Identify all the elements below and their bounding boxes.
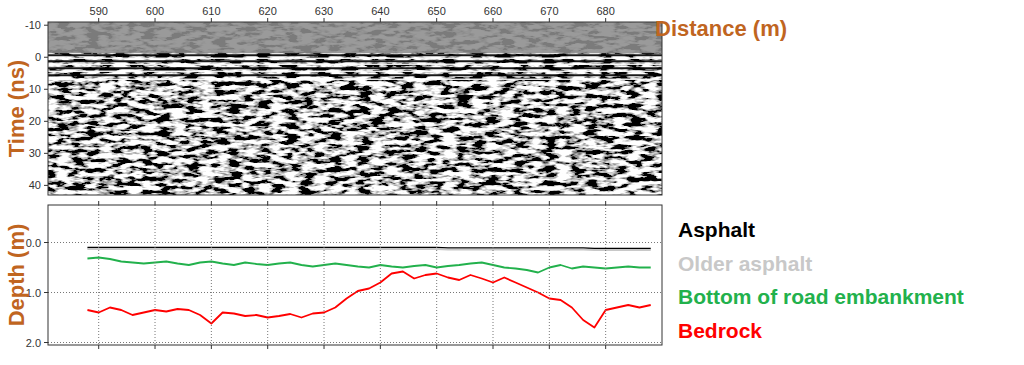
tick-x bbox=[493, 18, 494, 22]
legend-entry: Bottom of road embankment bbox=[678, 285, 964, 308]
grid-line-x bbox=[211, 205, 212, 345]
surface-reflection bbox=[48, 63, 662, 65]
series-line bbox=[87, 249, 650, 250]
tick-y bbox=[44, 57, 48, 58]
tick-y bbox=[44, 292, 48, 293]
tick-x bbox=[267, 345, 268, 349]
tick-x bbox=[605, 18, 606, 22]
grid-line-x bbox=[436, 205, 437, 345]
surface-reflection bbox=[48, 54, 662, 56]
tick-label-x: 640 bbox=[371, 5, 389, 17]
tick-x bbox=[211, 201, 212, 205]
grid-line-x bbox=[493, 205, 494, 345]
legend-entry: Asphalt bbox=[678, 218, 755, 241]
tick-x bbox=[436, 18, 437, 22]
tick-label-y: 20 bbox=[29, 115, 41, 127]
tick-x bbox=[605, 201, 606, 205]
tick-x bbox=[605, 345, 606, 349]
tick-x bbox=[324, 201, 325, 205]
tick-x bbox=[155, 201, 156, 205]
tick-x bbox=[211, 18, 212, 22]
plot-area bbox=[87, 248, 650, 328]
grid-line-x bbox=[605, 205, 606, 345]
tick-y bbox=[44, 242, 48, 243]
tick-x bbox=[436, 201, 437, 205]
tick-x bbox=[155, 345, 156, 349]
tick-label-y: 0 bbox=[35, 51, 41, 63]
plot-area bbox=[48, 22, 662, 195]
tick-label-y: 40 bbox=[29, 179, 41, 191]
tick-label-x: 660 bbox=[484, 5, 502, 17]
tick-x bbox=[324, 345, 325, 349]
chart-line: 0.01.02.0Depth (m) bbox=[4, 201, 662, 349]
tick-x bbox=[493, 345, 494, 349]
tick-x bbox=[380, 201, 381, 205]
legend-entry: Bedrock bbox=[678, 319, 762, 342]
tick-label-x: 650 bbox=[427, 5, 445, 17]
tick-y bbox=[44, 185, 48, 186]
legend: Asphalt Older asphalt Bottom of road emban… bbox=[678, 218, 964, 342]
tick-y bbox=[44, 153, 48, 154]
series-line bbox=[87, 258, 650, 273]
tick-x bbox=[155, 18, 156, 22]
tick-label-y: 10 bbox=[29, 83, 41, 95]
tick-label-y: -10 bbox=[25, 19, 41, 31]
surface-reflection bbox=[48, 57, 662, 59]
series-line bbox=[87, 272, 650, 328]
tick-label-x: 670 bbox=[540, 5, 558, 17]
tick-x bbox=[98, 201, 99, 205]
surface-reflection bbox=[48, 70, 662, 72]
tick-x bbox=[98, 18, 99, 22]
tick-label-x: 630 bbox=[315, 5, 333, 17]
surface-reflection bbox=[48, 60, 662, 62]
axis-title-x: Distance (m) bbox=[655, 16, 787, 41]
tick-x bbox=[267, 201, 268, 205]
tick-label-y: 2.0 bbox=[26, 337, 41, 349]
tick-x bbox=[380, 345, 381, 349]
tick-label-x: 600 bbox=[146, 5, 164, 17]
tick-y bbox=[44, 121, 48, 122]
grid-line-x bbox=[267, 205, 268, 345]
grid-line-x bbox=[324, 205, 325, 345]
tick-label-y: 30 bbox=[29, 147, 41, 159]
grid-line-x bbox=[155, 205, 156, 345]
surface-reflection bbox=[48, 74, 662, 76]
axis-title-y: Depth (m) bbox=[4, 224, 29, 327]
surface-reflection bbox=[48, 67, 662, 69]
axis-title-y: Time (ns) bbox=[4, 60, 29, 157]
tick-y bbox=[44, 25, 48, 26]
tick-x bbox=[211, 345, 212, 349]
tick-label-x: 610 bbox=[202, 5, 220, 17]
grid-line-y bbox=[48, 292, 662, 293]
tick-x bbox=[436, 345, 437, 349]
tick-label-x: 590 bbox=[90, 5, 108, 17]
tick-x bbox=[493, 201, 494, 205]
tick-x bbox=[549, 18, 550, 22]
grid-line-x bbox=[549, 205, 550, 345]
tick-y bbox=[44, 89, 48, 90]
plot-frame bbox=[48, 22, 662, 195]
grid-line-x bbox=[380, 205, 381, 345]
tick-x bbox=[267, 18, 268, 22]
tick-y bbox=[44, 342, 48, 343]
surface-reflection bbox=[48, 78, 662, 80]
tick-label-x: 680 bbox=[596, 5, 614, 17]
tick-x bbox=[380, 18, 381, 22]
tick-x bbox=[324, 18, 325, 22]
figure: 590 600 610 620 630 640 650 660 670 680 -10 0 10 20 30… bbox=[0, 0, 1024, 365]
grid-line-y bbox=[48, 342, 662, 343]
grid-line-x bbox=[98, 205, 99, 345]
air-band bbox=[48, 22, 662, 53]
legend-entry: Older asphalt bbox=[678, 252, 812, 275]
chart-radargram: 590 600 610 620 630 640 650 660 670 680 -10 0 10 20 30… bbox=[4, 5, 787, 195]
tick-x bbox=[549, 345, 550, 349]
tick-x bbox=[98, 345, 99, 349]
tick-label-x: 620 bbox=[259, 5, 277, 17]
plot-frame bbox=[48, 205, 662, 345]
grid-line-y bbox=[48, 242, 662, 243]
radargram-image bbox=[48, 22, 662, 195]
tick-x bbox=[549, 201, 550, 205]
